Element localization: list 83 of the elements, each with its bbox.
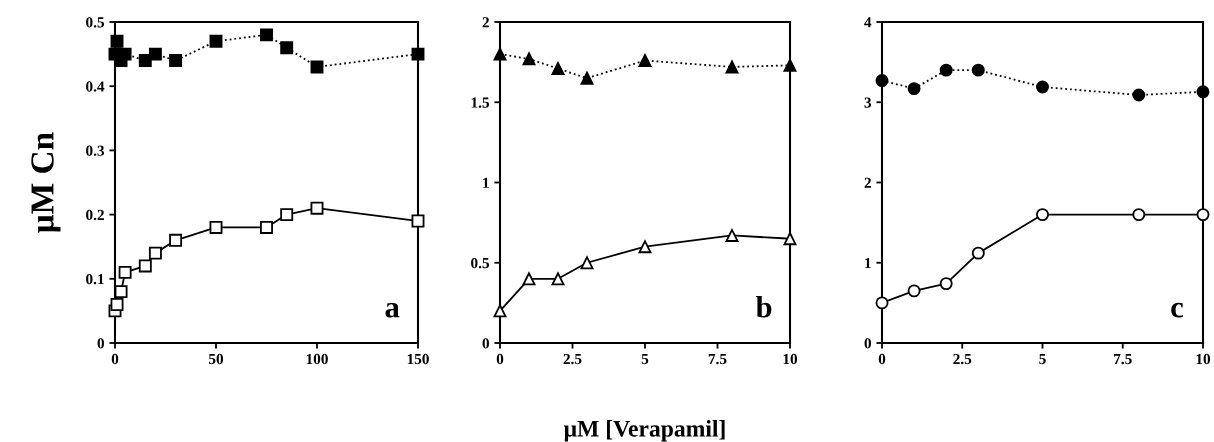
point: [783, 232, 797, 246]
annotation: c: [1171, 302, 1183, 318]
point: [580, 71, 594, 85]
y-tick-label: 0: [482, 338, 489, 349]
point: [280, 41, 294, 55]
point: [522, 52, 536, 66]
x-tick-label: 50: [208, 353, 224, 365]
y-tick-label: 0.5: [86, 17, 105, 28]
point: [169, 54, 183, 67]
x-tick-label: 10: [783, 353, 798, 365]
point: [1196, 208, 1210, 222]
point: [638, 240, 652, 254]
point: [148, 47, 162, 61]
y-tick-label: 0.5: [471, 257, 490, 269]
point: [939, 63, 953, 77]
x-tick-label: 0: [111, 353, 119, 365]
x-tick-label: 0: [496, 353, 504, 365]
point: [1036, 80, 1049, 94]
point: [551, 62, 565, 76]
y-tick-label: 0: [97, 338, 104, 349]
point: [551, 272, 565, 286]
point: [522, 272, 536, 286]
x-tick-label: 0: [878, 353, 886, 365]
point: [907, 82, 921, 96]
point: [110, 298, 124, 311]
point: [1132, 88, 1146, 102]
point: [493, 47, 507, 61]
y-tick-label: 1: [483, 177, 489, 188]
x-tick-label: 2.5: [563, 353, 582, 365]
point: [783, 58, 797, 72]
x-tick-label: 5: [641, 354, 649, 365]
point: [260, 28, 273, 42]
x-tick-label: 5: [1039, 354, 1046, 365]
x-tick-label: 2.5: [953, 353, 972, 365]
point: [411, 47, 425, 61]
point: [971, 246, 985, 260]
point: [148, 246, 162, 260]
point: [118, 265, 132, 279]
y-tick-label: 0: [864, 338, 871, 349]
y-tick-label: 0.3: [86, 145, 105, 156]
x-axis-title: μM [Verapamil]: [563, 420, 725, 442]
y-tick-label: 4: [864, 17, 872, 28]
y-tick-label: 0.1: [86, 273, 104, 285]
point: [209, 220, 223, 234]
x-tick-label: 150: [407, 353, 429, 365]
y-tick-label: 1.5: [471, 97, 490, 108]
x-tick-label: 10: [1196, 353, 1211, 365]
point: [138, 259, 152, 273]
point: [1036, 208, 1049, 222]
point: [260, 220, 273, 234]
x-tick-label: 7.5: [708, 354, 727, 365]
point: [875, 296, 889, 310]
y-tick-label: 1: [865, 257, 871, 269]
x-tick-label: 100: [306, 353, 328, 365]
y-tick-label: 0.4: [86, 81, 105, 92]
point: [638, 54, 652, 67]
point: [725, 60, 739, 74]
point: [114, 285, 128, 299]
point: [110, 34, 124, 48]
point: [118, 47, 132, 61]
point: [493, 304, 507, 318]
point: [971, 63, 985, 77]
y-axis-title: μM Cn: [31, 132, 61, 233]
point: [209, 34, 223, 48]
point: [310, 201, 324, 215]
x-tick-label: 7.5: [1114, 354, 1132, 365]
y-tick-label: 3: [864, 97, 872, 108]
point: [907, 284, 921, 298]
point: [580, 256, 594, 270]
point: [138, 54, 152, 67]
y-tick-label: 2: [864, 177, 871, 188]
annotation: a: [385, 302, 400, 318]
point: [169, 233, 183, 247]
point: [725, 229, 739, 242]
annotation: b: [755, 296, 772, 318]
point: [310, 60, 324, 74]
point: [1132, 208, 1146, 222]
point: [875, 74, 889, 88]
point: [280, 208, 294, 222]
y-tick-label: 0.2: [86, 209, 104, 221]
y-tick-label: 2: [482, 17, 489, 28]
point: [939, 277, 953, 291]
point: [1196, 85, 1210, 99]
